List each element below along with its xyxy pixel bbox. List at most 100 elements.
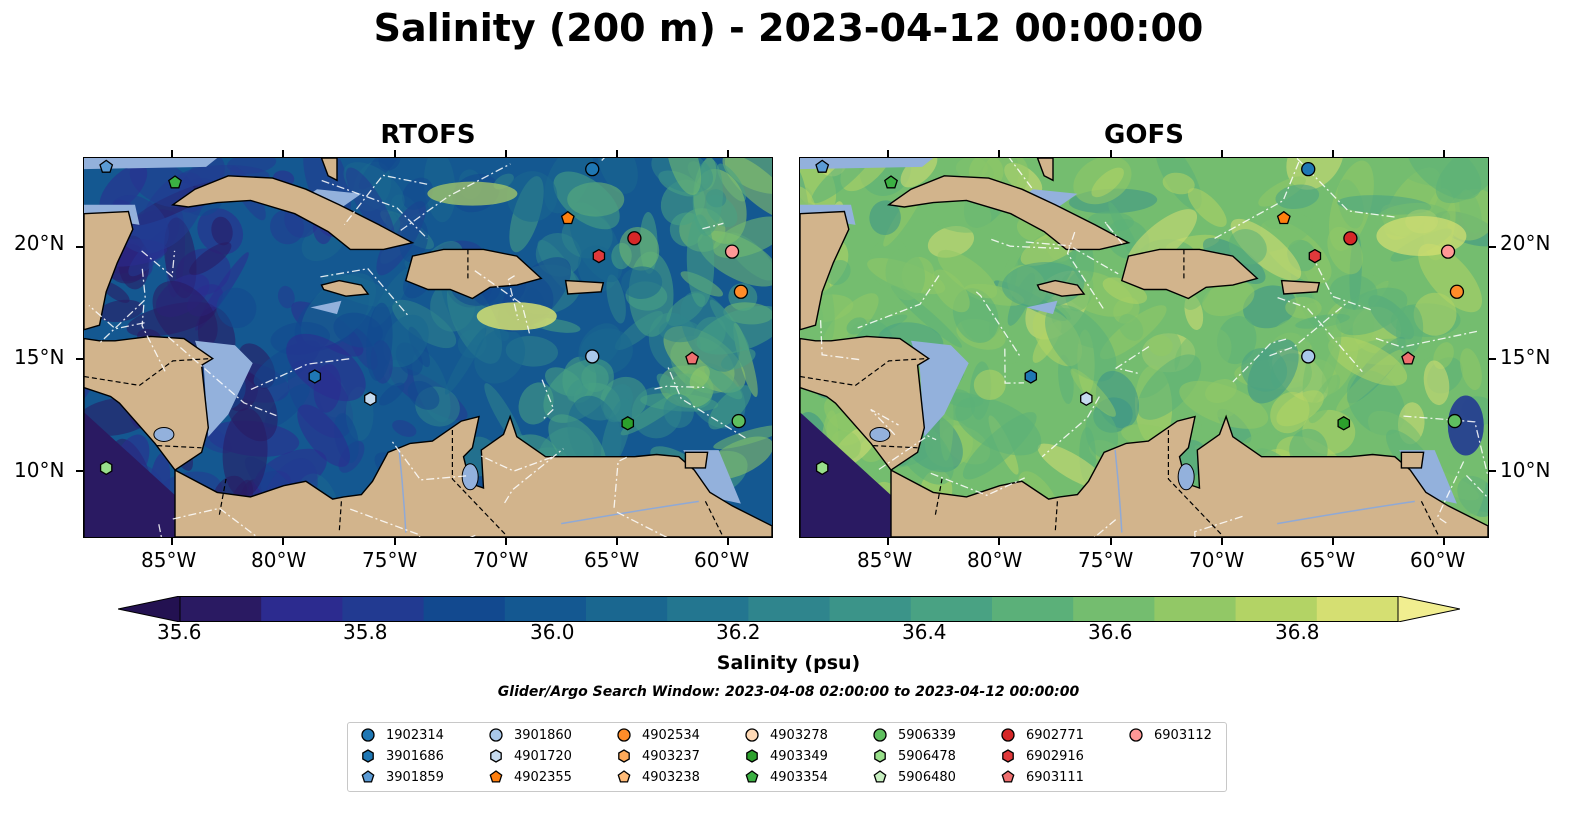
legend-marker bbox=[1129, 728, 1143, 742]
salinity-field-patch bbox=[859, 158, 912, 196]
legend-marker bbox=[361, 728, 375, 742]
continental-shelf bbox=[195, 340, 253, 437]
salinity-field-patch bbox=[658, 319, 701, 343]
lon-tick-label: 80°W bbox=[967, 548, 1023, 572]
boundary-line bbox=[1373, 330, 1478, 348]
salinity-field-patch bbox=[1275, 184, 1320, 210]
legend-label: 3901859 bbox=[386, 769, 444, 785]
colorbar-bin bbox=[829, 596, 912, 622]
float-marker-4903349 bbox=[621, 416, 635, 431]
salinity-field-patch bbox=[392, 420, 417, 437]
salinity-field-patch bbox=[842, 314, 908, 344]
boundary-line bbox=[321, 179, 428, 239]
panel-title-rtofs: RTOFS bbox=[380, 120, 476, 150]
float-marker-6903111 bbox=[685, 351, 700, 365]
salinity-field-patch bbox=[945, 392, 984, 408]
float-marker-6902916 bbox=[1308, 248, 1322, 264]
land-puerto-rico bbox=[1280, 279, 1321, 295]
salinity-field-patch bbox=[402, 177, 433, 210]
legend-label: 4903237 bbox=[642, 748, 700, 764]
colorbar-bin bbox=[1316, 596, 1399, 622]
legend-marker-icon bbox=[618, 749, 630, 763]
boundary-line bbox=[1025, 241, 1119, 275]
salinity-field-patch bbox=[581, 363, 609, 393]
boundary-line bbox=[343, 174, 428, 226]
legend-marker bbox=[874, 749, 886, 763]
float-marker-3901686 bbox=[1024, 369, 1038, 384]
boundary-line bbox=[1066, 231, 1104, 309]
lake bbox=[461, 463, 479, 491]
salinity-field-patch bbox=[1413, 292, 1457, 336]
salinity-field-patch bbox=[1302, 317, 1342, 406]
colorbar-extend-high bbox=[1397, 595, 1461, 623]
salinity-field-patch bbox=[722, 158, 772, 221]
land-jamaica bbox=[1036, 279, 1086, 297]
colorbar-bin bbox=[342, 596, 425, 622]
salinity-field-patch bbox=[1243, 285, 1297, 329]
legend-item: 5906478 bbox=[872, 747, 956, 765]
colorbar-tick: 36.8 bbox=[1275, 620, 1320, 644]
float-marker-5906339 bbox=[731, 413, 746, 429]
axis-tick bbox=[504, 538, 507, 545]
colorbar-bin bbox=[180, 596, 262, 622]
colorbar-bin bbox=[1154, 596, 1237, 622]
boundary-line bbox=[1008, 158, 1033, 189]
legend-marker bbox=[745, 728, 759, 742]
legend-label: 6903111 bbox=[1026, 769, 1084, 785]
legend-marker bbox=[617, 770, 631, 783]
legend-label: 3901686 bbox=[386, 748, 444, 764]
land-bahamas-andros bbox=[320, 158, 338, 182]
float-marker-6902771 bbox=[627, 231, 642, 246]
colorbar-bin bbox=[748, 596, 831, 622]
land-puerto-rico bbox=[564, 279, 605, 295]
salinity-field-patch bbox=[846, 317, 867, 335]
legend-marker bbox=[361, 770, 375, 783]
salinity-field-patch bbox=[1137, 354, 1202, 420]
axis-tick bbox=[504, 150, 507, 157]
land-bahamas-andros bbox=[1036, 158, 1054, 182]
lon-tick-label: 80°W bbox=[251, 548, 307, 572]
axis-tick bbox=[1332, 150, 1335, 157]
legend-item: 3901860 bbox=[488, 726, 572, 744]
axis-tick bbox=[887, 150, 890, 157]
axis-tick bbox=[1109, 150, 1112, 157]
lon-tick-label: 70°W bbox=[473, 548, 529, 572]
legend-marker-icon bbox=[745, 770, 759, 783]
boundary-line bbox=[504, 448, 564, 504]
boundary-line bbox=[141, 250, 176, 278]
legend-label: 4902355 bbox=[514, 769, 572, 785]
axis-tick bbox=[887, 538, 890, 545]
legend-marker-icon bbox=[1001, 770, 1015, 783]
boundary-line bbox=[400, 163, 511, 231]
salinity-field-patch bbox=[222, 408, 268, 498]
legend-item: 4903349 bbox=[744, 747, 828, 765]
legend-marker-icon bbox=[1129, 728, 1143, 742]
salinity-field-patch bbox=[152, 280, 218, 350]
salinity-field-patch bbox=[379, 382, 405, 406]
boundary-line bbox=[1114, 346, 1150, 375]
colorbar-tick: 36.0 bbox=[530, 620, 575, 644]
axis-tick bbox=[76, 357, 83, 360]
salinity-field-patch bbox=[1276, 390, 1324, 427]
legend-item: 4902534 bbox=[616, 726, 700, 744]
salinity-field-patch bbox=[399, 217, 429, 263]
axis-tick bbox=[1332, 538, 1335, 545]
salinity-field-patch bbox=[998, 362, 1030, 389]
country-border bbox=[1167, 430, 1223, 536]
colorbar-outline bbox=[179, 596, 1399, 622]
salinity-field-patch bbox=[1070, 368, 1116, 417]
salinity-field-patch bbox=[1148, 334, 1173, 357]
legend-item: 4903354 bbox=[744, 768, 828, 786]
river bbox=[1114, 449, 1123, 533]
axis-tick bbox=[1489, 357, 1496, 360]
pacific-ocean bbox=[84, 412, 182, 537]
land-yucatan bbox=[800, 210, 850, 331]
lon-tick-label: 60°W bbox=[694, 548, 750, 572]
boundary-line bbox=[870, 408, 899, 436]
salinity-field-patch bbox=[506, 171, 558, 222]
float-marker-6903112 bbox=[724, 244, 740, 259]
colorbar-tick: 35.8 bbox=[343, 620, 388, 644]
salinity-field-patch bbox=[1423, 360, 1450, 406]
country-border bbox=[84, 358, 211, 387]
axis-tick bbox=[1220, 150, 1223, 157]
